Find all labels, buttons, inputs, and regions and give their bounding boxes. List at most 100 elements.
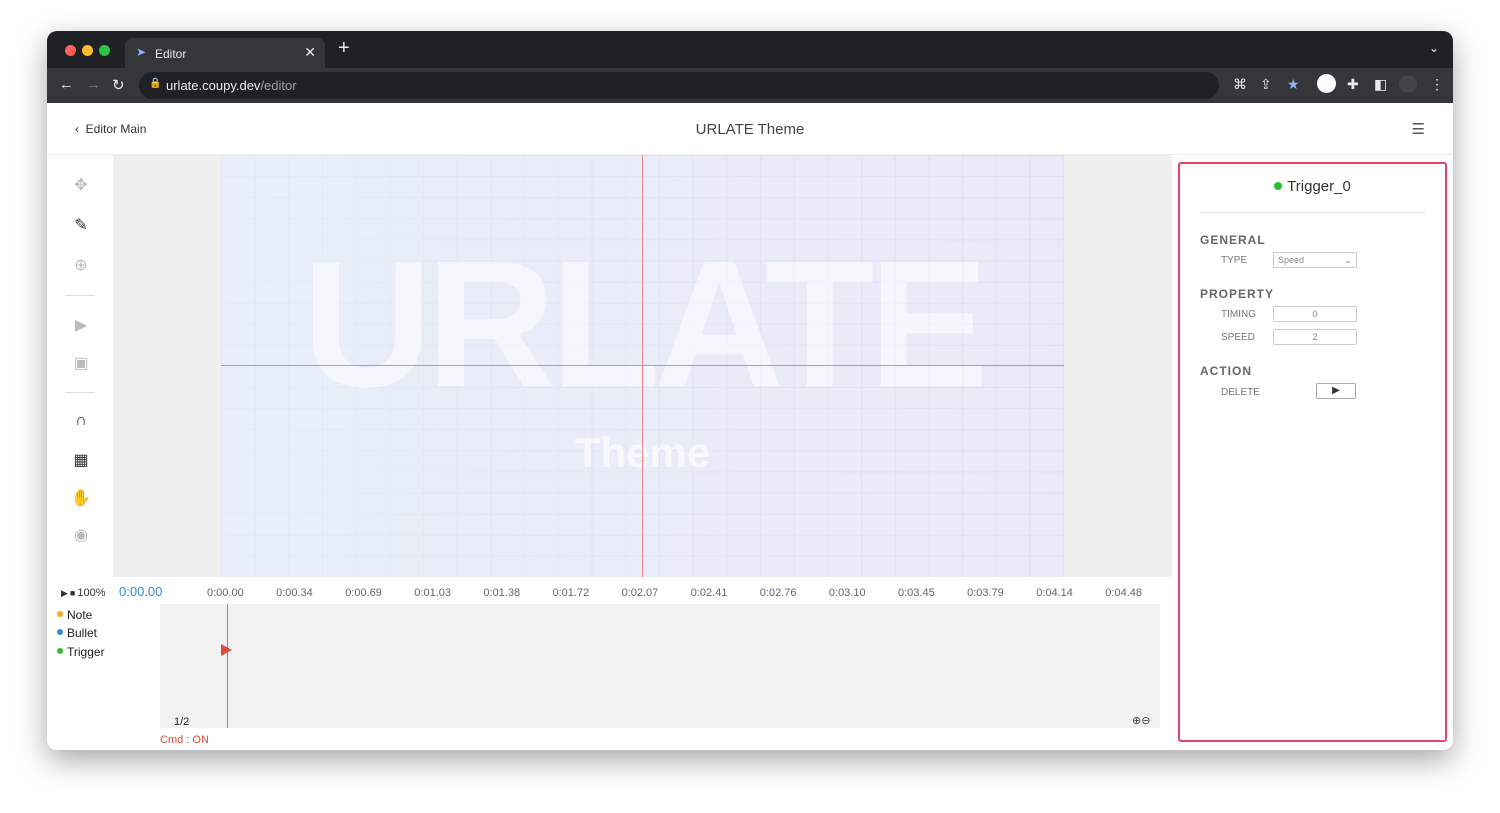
urlate-logo: URLATE <box>302 224 989 425</box>
move-icon[interactable]: ✥ <box>74 177 88 194</box>
bookmark-star-icon[interactable]: ★ <box>1287 76 1300 92</box>
time-tick-label: 0:02.76 <box>759 587 797 599</box>
center-guide-vertical <box>642 155 643 577</box>
forward-arrow-icon[interactable]: → <box>86 76 101 93</box>
properties-panel: Trigger_0 GENERAL TYPE Speed ⌄ PROPERTY T… <box>1178 162 1447 742</box>
playhead[interactable] <box>227 604 228 728</box>
panel-title: Trigger_0 <box>1180 178 1445 195</box>
timing-label: TIMING <box>1221 309 1256 320</box>
divider <box>65 392 95 393</box>
section-property: PROPERTY <box>1200 287 1275 301</box>
speed-label: SPEED <box>1221 332 1255 343</box>
lock-icon: 🔒 <box>149 78 162 89</box>
timeline-controls: ▶ ■ 100% <box>61 586 106 600</box>
side-panel-icon[interactable]: ◧ <box>1374 76 1388 92</box>
note-dot-icon <box>57 611 63 617</box>
address-bar[interactable]: 🔒 urlate.coupy.dev/editor <box>139 72 1219 99</box>
save-icon[interactable]: ▣ <box>73 355 89 372</box>
legend-label: Note <box>67 608 93 622</box>
tab-title: Editor <box>155 47 187 61</box>
new-tab-button[interactable]: + <box>338 37 350 59</box>
delete-button[interactable]: ▶ <box>1316 383 1356 399</box>
time-tick-label: 0:03.45 <box>898 587 935 599</box>
playback-zoom[interactable]: 100% <box>77 587 106 599</box>
time-tick-label: 0:04.14 <box>1036 587 1073 599</box>
settings-sliders-icon[interactable]: ☰ <box>1411 121 1425 138</box>
timeline: ▶ ■ 100% 0:00.00 0:00.00 0:00.34 0:00.69 0:01… <box>47 577 1172 750</box>
magnet-icon[interactable]: ∩ <box>75 412 87 429</box>
play-button[interactable]: ▶ <box>61 587 68 598</box>
cmd-status: Cmd : ON <box>160 734 209 746</box>
time-tick-label: 0:00.00 <box>207 587 244 599</box>
reload-icon[interactable]: ↻ <box>112 77 125 94</box>
timing-input[interactable]: 0 <box>1273 306 1357 322</box>
status-dot-icon <box>1274 182 1283 190</box>
browser-toolbar: ← → ↻ 🔒 urlate.coupy.dev/editor ⌘ ⇪ ★ ✚ … <box>47 68 1453 103</box>
stage: URLATE Theme <box>113 155 1172 577</box>
extension-icon[interactable] <box>1317 74 1336 93</box>
grid-icon[interactable]: ▦ <box>73 452 89 469</box>
time-tick-label: 0:02.41 <box>690 587 728 599</box>
current-time: 0:00.00 <box>119 584 163 599</box>
editor-header: ‹ Editor Main URLATE Theme ☰ <box>47 103 1453 155</box>
type-select[interactable]: Speed ⌄ <box>1273 252 1357 268</box>
section-action: ACTION <box>1200 364 1252 378</box>
section-general: GENERAL <box>1200 233 1266 247</box>
delete-label: DELETE <box>1221 387 1260 398</box>
center-guide-horizontal <box>221 365 1064 366</box>
speed-input[interactable]: 2 <box>1273 329 1357 345</box>
back-to-editor-main-link[interactable]: ‹ Editor Main <box>75 122 147 136</box>
legend-label: Bullet <box>67 626 98 640</box>
time-tick-label: 0:03.10 <box>828 587 866 599</box>
page-title: URLATE Theme <box>695 121 805 138</box>
time-tick-label: 0:02.07 <box>621 587 659 599</box>
pencil-icon[interactable]: ✎ <box>74 217 88 234</box>
divider <box>1200 212 1425 213</box>
timeline-tracks[interactable] <box>160 604 1160 728</box>
legend-trigger: Trigger <box>57 645 105 659</box>
divider <box>65 295 95 296</box>
minimize-window-button[interactable] <box>82 45 93 56</box>
time-tick-label: 0:04.48 <box>1105 587 1142 599</box>
zoom-out-icon[interactable]: ⊖ <box>1141 715 1151 727</box>
zoom-in-icon[interactable]: ⊕ <box>1132 715 1142 727</box>
tab-list-chevron-icon[interactable]: ⌄ <box>1428 41 1439 55</box>
profile-avatar[interactable] <box>1399 75 1417 93</box>
record-icon[interactable]: ◉ <box>74 527 88 544</box>
legend-note: Note <box>57 608 92 622</box>
time-tick-label: 0:03.79 <box>967 587 1004 599</box>
left-toolbar: ✥ ✎ ⊕ ▶ ▣ ∩ ▦ ✋ ◉ <box>47 155 113 575</box>
url-host: urlate.coupy.dev <box>166 78 261 93</box>
chevron-down-icon: ⌄ <box>1344 255 1352 265</box>
editor-canvas[interactable]: URLATE Theme <box>221 155 1064 577</box>
trigger-dot-icon <box>57 648 63 654</box>
tab-bar: ➤ Editor ✕ + ⌄ <box>47 31 1453 68</box>
legend-bullet: Bullet <box>57 626 97 640</box>
cursor-favicon-icon: ➤ <box>136 45 147 59</box>
play-icon[interactable]: ▶ <box>74 317 88 334</box>
close-window-button[interactable] <box>65 45 76 56</box>
trigger-marker[interactable] <box>221 644 232 656</box>
hand-icon[interactable]: ✋ <box>71 490 91 507</box>
puzzle-extensions-icon[interactable]: ✚ <box>1347 76 1359 92</box>
back-label: Editor Main <box>85 122 147 136</box>
time-tick-label: 0:01.72 <box>552 587 590 599</box>
timeline-zoom-controls: ⊕⊖ <box>1132 714 1150 727</box>
browser-tab[interactable]: ➤ Editor ✕ <box>125 38 325 68</box>
editor-app: ‹ Editor Main URLATE Theme ☰ ✥ ✎ ⊕ ▶ ▣ ∩… <box>47 103 1453 750</box>
stop-button[interactable]: ■ <box>69 588 76 598</box>
url-path: /editor <box>260 78 297 93</box>
time-tick-label: 0:01.38 <box>483 587 521 599</box>
back-arrow-icon[interactable]: ← <box>59 76 74 93</box>
page-indicator: 1/2 <box>174 716 190 728</box>
close-tab-icon[interactable]: ✕ <box>304 44 316 60</box>
maximize-window-button[interactable] <box>99 45 110 56</box>
share-icon[interactable]: ⇪ <box>1260 76 1272 92</box>
time-tick-label: 0:00.69 <box>345 587 382 599</box>
time-tick-label: 0:00.34 <box>276 587 313 599</box>
add-circle-icon[interactable]: ⊕ <box>74 257 88 274</box>
more-menu-icon[interactable]: ⋮ <box>1430 76 1444 92</box>
time-tick-label: 0:01.03 <box>414 587 451 599</box>
legend-label: Trigger <box>67 645 105 659</box>
translate-icon[interactable]: ⌘ <box>1233 76 1247 92</box>
